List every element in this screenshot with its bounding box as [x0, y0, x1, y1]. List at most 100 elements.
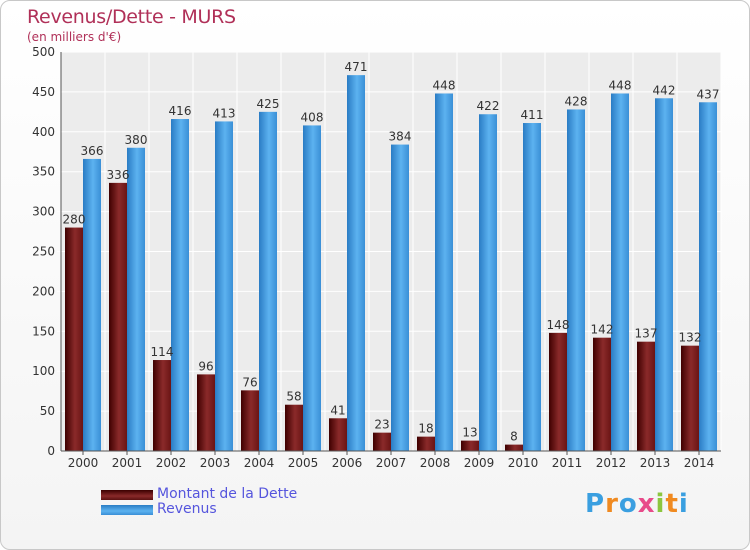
bar-value-label: 411: [521, 108, 544, 122]
logo-letter: i: [655, 489, 666, 519]
legend-label-revenus: Revenus: [157, 501, 217, 517]
y-tick-label: 400: [32, 125, 55, 139]
bar-revenus: [479, 114, 497, 451]
x-tick-label: 2004: [244, 456, 275, 470]
bar-dette: [329, 418, 347, 451]
x-tick-label: 2007: [376, 456, 407, 470]
bar-value-label: 380: [125, 133, 148, 147]
y-tick-label: 450: [32, 85, 55, 99]
bar-revenus: [215, 121, 233, 452]
bar-revenus: [391, 144, 409, 451]
bar-dette: [285, 404, 303, 451]
bar-value-label: 416: [169, 104, 192, 118]
legend-swatch-revenus: [101, 505, 153, 515]
logo-letter: i: [678, 489, 689, 519]
bar-dette: [461, 440, 479, 451]
logo-letter: P: [585, 489, 606, 519]
bar-dette: [65, 227, 83, 451]
y-tick-label: 0: [47, 444, 55, 458]
bar-value-label: 13: [462, 426, 477, 440]
x-tick-label: 2012: [596, 456, 627, 470]
bar-value-label: 23: [374, 418, 389, 432]
y-tick-label: 150: [32, 324, 55, 338]
y-tick-label: 100: [32, 364, 55, 378]
bar-value-label: 96: [198, 359, 213, 373]
bar-value-label: 142: [591, 323, 614, 337]
bar-dette: [417, 436, 435, 451]
bar-value-label: 442: [653, 83, 676, 97]
bar-value-label: 366: [81, 144, 104, 158]
legend-label-debt: Montant de la Dette: [157, 486, 298, 502]
bar-value-label: 148: [547, 318, 570, 332]
x-tick-label: 2003: [200, 456, 231, 470]
logo-letter: o: [618, 489, 638, 519]
bar-dette: [109, 182, 127, 451]
y-tick-label: 500: [32, 45, 55, 59]
bar-value-label: 76: [242, 375, 257, 389]
y-tick-label: 350: [32, 165, 55, 179]
bar-revenus: [655, 98, 673, 451]
x-tick-label: 2013: [640, 456, 671, 470]
bar-value-label: 18: [418, 422, 433, 436]
bar-dette: [637, 341, 655, 451]
bar-value-label: 413: [213, 106, 236, 120]
y-tick-label: 300: [32, 205, 55, 219]
bar-revenus: [127, 147, 145, 451]
bar-dette: [197, 374, 215, 451]
bar-revenus: [699, 102, 717, 452]
bar-revenus: [83, 158, 101, 451]
bar-dette: [373, 432, 391, 451]
bar-revenus: [435, 93, 453, 451]
x-tick-label: 2000: [68, 456, 99, 470]
x-tick-label: 2002: [156, 456, 187, 470]
proxiti-logo: Proxiti: [585, 489, 689, 519]
y-tick-label: 50: [40, 404, 55, 418]
legend-swatch-debt: [101, 490, 153, 500]
bar-revenus: [611, 93, 629, 451]
x-tick-label: 2005: [288, 456, 319, 470]
x-tick-label: 2001: [112, 456, 143, 470]
bar-revenus: [171, 119, 189, 452]
bar-revenus: [303, 125, 321, 451]
chart-title: Revenus/Dette - MURS: [27, 6, 236, 28]
x-tick-label: 2010: [508, 456, 539, 470]
bar-value-label: 137: [635, 327, 658, 341]
bar-value-label: 336: [107, 168, 130, 182]
chart-subtitle: (en milliers d'€): [27, 30, 122, 44]
axis-layer: 0 50 100 150 200 250 300 350 400 450 500 2000 2001 20…: [32, 45, 721, 470]
bar-value-label: 280: [63, 213, 86, 227]
bar-value-label: 437: [697, 87, 720, 101]
bar-dette: [505, 444, 523, 451]
bar-dette: [593, 337, 611, 451]
logo-letter: r: [605, 489, 619, 519]
bar-value-label: 448: [609, 78, 632, 92]
bar-value-label: 408: [301, 110, 324, 124]
bar-revenus: [567, 109, 585, 452]
bar-value-label: 448: [433, 78, 456, 92]
logo-letter: t: [665, 489, 679, 519]
bar-dette: [153, 360, 171, 451]
bar-value-label: 58: [286, 390, 301, 404]
x-tick-label: 2009: [464, 456, 495, 470]
x-tick-label: 2006: [332, 456, 363, 470]
bar-value-label: 471: [345, 60, 368, 74]
bar-dette: [241, 390, 259, 451]
bar-value-label: 132: [679, 331, 702, 345]
bar-dette: [681, 345, 699, 451]
bar-dette: [549, 332, 567, 451]
logo-letter: x: [637, 489, 656, 519]
bar-revenus: [523, 123, 541, 451]
bar-revenus: [259, 111, 277, 451]
bar-value-label: 41: [330, 403, 345, 417]
bar-value-label: 428: [565, 94, 588, 108]
bar-revenus: [347, 75, 365, 451]
x-tick-label: 2008: [420, 456, 451, 470]
bar-value-label: 384: [389, 130, 412, 144]
x-tick-label: 2011: [552, 456, 583, 470]
bar-layer: [65, 75, 717, 452]
bar-value-label: 422: [477, 99, 500, 113]
bar-value-label: 114: [151, 345, 174, 359]
